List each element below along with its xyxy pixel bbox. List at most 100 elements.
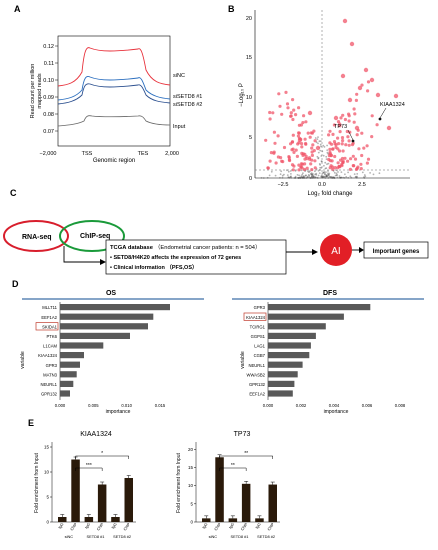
volcano-dot <box>307 176 309 179</box>
volcano-dot <box>339 176 342 179</box>
volcano-dot <box>313 166 317 170</box>
volcano-dot <box>360 131 364 135</box>
importance-bar <box>60 352 84 359</box>
volcano-dot <box>286 174 289 177</box>
gene-label: GPR3 <box>254 305 266 310</box>
volcano-dot <box>278 104 282 108</box>
volcano-dot <box>314 137 317 139</box>
volcano-dot <box>302 177 304 179</box>
volcano-dot <box>312 174 314 177</box>
volcano-dot <box>297 176 299 179</box>
volcano-dot <box>301 173 304 176</box>
importance-bar <box>60 361 80 368</box>
volcano-dot <box>280 112 284 116</box>
gene-label: MATN3 <box>43 372 58 377</box>
x-tick: 0.000 <box>263 403 274 408</box>
y-tick: 10 <box>44 470 50 475</box>
volcano-dot <box>302 175 305 177</box>
volcano-dot <box>336 169 338 172</box>
volcano-dot <box>321 160 323 163</box>
volcano-dot <box>274 174 277 177</box>
volcano-dot <box>309 131 313 135</box>
volcano-dot <box>280 170 283 173</box>
volcano-dot <box>294 113 298 117</box>
e-tp73-ylabel: Fold enrichment from Input <box>176 453 182 513</box>
volcano-dot <box>331 132 335 136</box>
volcano-dot <box>315 145 321 151</box>
volcano-dot <box>356 173 359 175</box>
volcano-dot <box>333 176 336 179</box>
volcano-dot <box>328 172 331 175</box>
volcano-dot <box>320 155 323 157</box>
volcano-dot <box>266 176 269 179</box>
volcano-dot <box>328 166 332 170</box>
volcano-dot <box>270 170 273 173</box>
volcano-dot <box>316 155 319 158</box>
volcano-dot <box>292 108 296 112</box>
enrichment-bar <box>228 518 238 522</box>
volcano-dot <box>353 112 357 116</box>
d-os-title: OS <box>106 290 116 297</box>
volcano-dot <box>325 158 328 161</box>
volcano-dot <box>338 130 342 134</box>
volcano-dot <box>321 172 324 175</box>
volcano-dot <box>272 151 276 155</box>
volcano-dot <box>323 175 326 178</box>
volcano-dot <box>310 168 314 172</box>
importance-bar <box>268 352 310 359</box>
volcano-dot <box>378 172 381 175</box>
d-os-ylabel: variable <box>20 351 26 369</box>
volcano-dot <box>327 177 330 179</box>
volcano-dot <box>354 176 357 178</box>
volcano-dot <box>289 170 292 172</box>
volcano-dot <box>294 177 297 179</box>
volcano-dot <box>314 176 317 179</box>
volcano-dot <box>329 176 332 179</box>
volcano-dot <box>338 176 341 179</box>
volcano-dot <box>312 129 316 133</box>
volcano-dot <box>296 174 299 176</box>
volcano-dot <box>316 138 319 141</box>
volcano-dot <box>268 174 271 177</box>
volcano-dot <box>277 92 281 96</box>
volcano-dot <box>347 176 350 179</box>
volcano-dot <box>322 175 325 178</box>
volcano-dot <box>355 92 359 96</box>
volcano-dot <box>353 173 356 176</box>
volcano-dot <box>285 102 290 106</box>
volcano-dot <box>268 117 272 121</box>
volcano-dot <box>302 114 306 118</box>
volcano-dot <box>360 153 364 158</box>
volcano-dot <box>370 135 374 139</box>
volcano-dot <box>279 173 282 176</box>
volcano-dot <box>303 137 307 141</box>
volcano-dot <box>363 174 366 176</box>
volcano-dot <box>328 147 332 151</box>
volcano-dot <box>299 177 302 179</box>
volcano-dot <box>289 114 293 118</box>
volcano-dot <box>316 176 319 179</box>
volcano-dot <box>317 136 319 139</box>
bar-label: ChIP <box>214 522 222 532</box>
a-line-input <box>57 115 171 127</box>
volcano-dot <box>320 167 323 169</box>
volcano-dot <box>343 177 346 179</box>
gene-label: WWASB2 <box>247 372 266 377</box>
a-xtick: TSS <box>82 151 93 157</box>
y-tick: 5 <box>46 495 49 500</box>
x-tick: 0.000 <box>55 403 66 408</box>
volcano-dot <box>305 177 307 179</box>
volcano-dot <box>290 173 292 175</box>
a-line-sisetd8-1 <box>57 76 171 101</box>
volcano-dot <box>315 141 318 144</box>
importance-bar <box>60 380 74 387</box>
volcano-dot <box>279 176 281 179</box>
panel-a-letter: A <box>14 4 21 14</box>
volcano-dot <box>328 141 332 145</box>
volcano-dot <box>343 156 347 160</box>
volcano-dot <box>325 174 328 177</box>
volcano-dot <box>332 170 335 172</box>
c-ai-label: AI <box>331 246 340 257</box>
volcano-dot <box>333 177 336 179</box>
volcano-dot <box>309 173 312 175</box>
